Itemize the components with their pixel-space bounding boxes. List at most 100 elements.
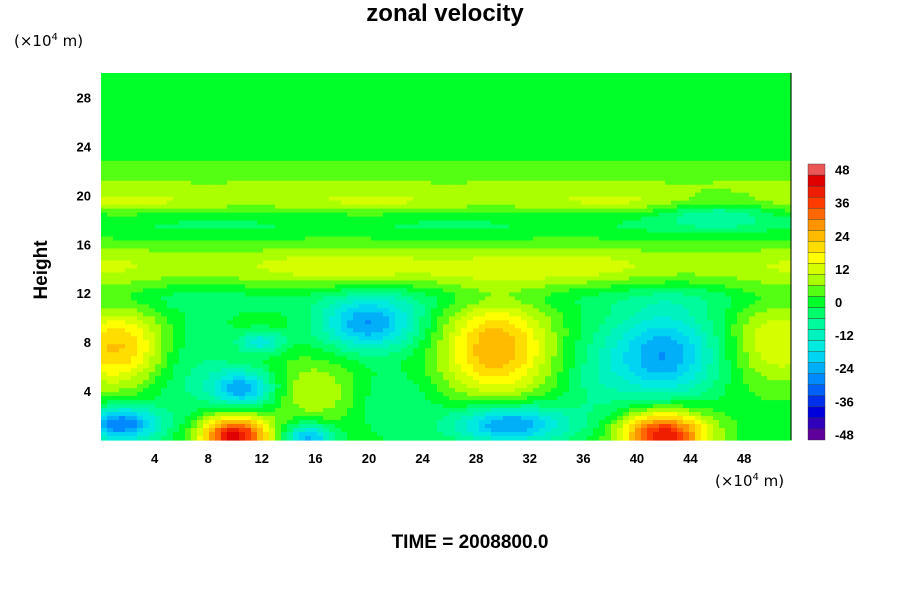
heatmap-cell [185,92,192,98]
heatmap-cell [521,184,528,190]
heatmap-cell [449,236,456,242]
heatmap-cell [143,180,150,186]
heatmap-cell [215,124,222,130]
heatmap-cell [629,172,636,178]
heatmap-cell [659,184,666,190]
heatmap-cell [695,156,702,162]
heatmap-cell [209,184,216,190]
heatmap-cell [653,148,660,154]
heatmap-cell [173,172,180,178]
heatmap-cell [341,224,348,230]
heatmap-cell [143,144,150,150]
heatmap-cell [497,88,504,94]
heatmap-cell [731,192,738,198]
heatmap-cell [305,124,312,130]
heatmap-cell [665,180,672,186]
heatmap-cell [131,188,138,194]
heatmap-cell [443,104,450,110]
heatmap-cell [527,220,534,226]
heatmap-cell [437,88,444,94]
heatmap-cell [233,120,240,126]
heatmap-cell [245,108,252,114]
heatmap-cell [629,104,636,110]
heatmap-cell [167,128,174,134]
heatmap-cell [611,100,618,106]
heatmap-cell [287,108,294,114]
heatmap-cell [119,100,126,106]
heatmap-cell [287,128,294,134]
heatmap-cell [407,124,414,130]
heatmap-cell [551,104,558,110]
heatmap-cell [443,112,450,118]
heatmap-cell [275,192,282,198]
heatmap-cell [293,184,300,190]
heatmap-cell [365,116,372,122]
heatmap-cell [431,128,438,134]
heatmap-cell [221,212,228,218]
heatmap-cell [125,73,132,78]
heatmap-cell [149,120,156,126]
heatmap-cell [635,232,642,238]
heatmap-cell [665,148,672,154]
heatmap-cell [677,204,684,210]
heatmap-cell [677,228,684,234]
heatmap-cell [755,220,762,226]
heatmap-cell [323,232,330,238]
heatmap-cell [779,144,786,150]
heatmap-cell [341,216,348,222]
heatmap-cell [299,96,306,102]
heatmap-cell [551,180,558,186]
heatmap-cell [221,128,228,134]
heatmap-cell [185,212,192,218]
heatmap-cell [725,112,732,118]
heatmap-cell [299,136,306,142]
heatmap-cell [611,224,618,230]
heatmap-cell [353,100,360,106]
heatmap-cell [425,104,432,110]
heatmap-cell [281,132,288,138]
heatmap-cell [449,228,456,234]
heatmap-cell [677,92,684,98]
heatmap-cell [329,92,336,98]
heatmap-cell [257,172,264,178]
heatmap-cell [389,104,396,110]
heatmap-cell [305,244,312,250]
heatmap-cell [515,240,522,246]
heatmap-cell [737,152,744,158]
heatmap-cell [425,192,432,198]
heatmap-cell [143,136,150,142]
heatmap-cell [635,204,642,210]
heatmap-cell [551,196,558,202]
heatmap-cell [551,220,558,226]
heatmap-cell [335,116,342,122]
heatmap-cell [749,124,756,130]
heatmap-cell [143,88,150,94]
heatmap-cell [479,73,486,78]
heatmap-cell [419,204,426,210]
heatmap-cell [377,80,384,86]
heatmap-cell [731,92,738,98]
heatmap-cell [647,200,654,206]
heatmap-cell [719,188,726,194]
heatmap-cell [293,172,300,178]
heatmap-cell [461,116,468,122]
heatmap-cell [629,196,636,202]
heatmap-cell [509,180,516,186]
heatmap-cell [323,216,330,222]
heatmap-cell [131,180,138,186]
heatmap-cell [539,108,546,114]
heatmap-cell [383,116,390,122]
heatmap-cell [653,152,660,158]
heatmap-cell [257,76,264,82]
heatmap-cell [395,192,402,198]
heatmap-cell [653,80,660,86]
heatmap-cell [527,156,534,162]
heatmap-cell [329,212,336,218]
heatmap-cell [371,148,378,154]
heatmap-cell [509,136,516,142]
heatmap-cell [131,220,138,226]
heatmap-cell [179,112,186,118]
heatmap-cell [401,104,408,110]
heatmap-cell [785,76,792,82]
heatmap-cell [449,232,456,238]
